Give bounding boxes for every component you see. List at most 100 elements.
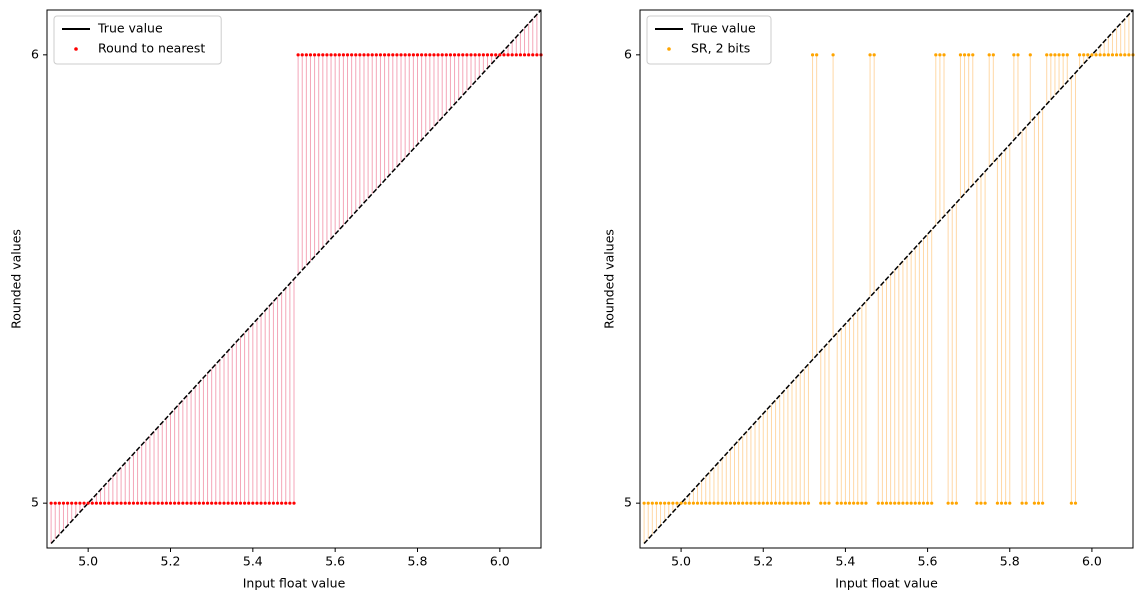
point bbox=[457, 53, 461, 57]
point bbox=[111, 501, 115, 505]
point bbox=[1032, 501, 1036, 505]
axes: 5.0 5.2 5.4 5.6 5.8 6.0 5 6 Input float value Rou… bbox=[602, 9, 1135, 591]
point bbox=[469, 53, 473, 57]
point bbox=[53, 501, 57, 505]
point bbox=[181, 501, 185, 505]
point bbox=[1020, 501, 1024, 505]
point bbox=[70, 501, 74, 505]
x-tick-label: 5.0 bbox=[78, 554, 98, 569]
point bbox=[852, 501, 856, 505]
point bbox=[98, 501, 103, 505]
point bbox=[1102, 53, 1106, 57]
point bbox=[765, 501, 769, 505]
point bbox=[502, 53, 506, 57]
point bbox=[531, 53, 535, 57]
point bbox=[337, 53, 341, 57]
point bbox=[321, 53, 325, 57]
point bbox=[1073, 501, 1078, 505]
axes-frame bbox=[46, 9, 542, 549]
point bbox=[94, 501, 98, 505]
point bbox=[1036, 501, 1041, 505]
point bbox=[49, 501, 53, 505]
point bbox=[168, 501, 173, 505]
legend-dot bbox=[667, 47, 671, 51]
point bbox=[210, 501, 214, 505]
point bbox=[782, 501, 786, 505]
point bbox=[461, 53, 465, 57]
legend-label: True value bbox=[690, 21, 756, 36]
point bbox=[946, 501, 950, 505]
point bbox=[164, 501, 168, 505]
point bbox=[1045, 53, 1049, 57]
point bbox=[921, 501, 926, 505]
point bbox=[1028, 53, 1032, 57]
x-tick-label: 6.0 bbox=[490, 554, 510, 569]
point bbox=[494, 53, 498, 57]
point bbox=[1098, 53, 1102, 57]
point bbox=[1094, 53, 1098, 57]
point bbox=[732, 501, 737, 505]
point bbox=[193, 501, 197, 505]
point bbox=[675, 501, 679, 505]
point bbox=[234, 501, 238, 505]
point bbox=[835, 501, 839, 505]
point bbox=[205, 501, 210, 505]
point bbox=[737, 501, 741, 505]
point bbox=[197, 501, 201, 505]
point bbox=[954, 501, 958, 505]
x-tick-label: 5.2 bbox=[161, 554, 181, 569]
point bbox=[485, 53, 490, 57]
point bbox=[905, 501, 909, 505]
point bbox=[687, 501, 691, 505]
legend-dot bbox=[74, 47, 78, 51]
point bbox=[753, 501, 757, 505]
point bbox=[663, 501, 667, 505]
point bbox=[934, 53, 938, 57]
point bbox=[893, 501, 897, 505]
point bbox=[1004, 501, 1008, 505]
point bbox=[778, 501, 782, 505]
legend-frame bbox=[53, 15, 222, 65]
point bbox=[860, 501, 864, 505]
point bbox=[148, 501, 152, 505]
point bbox=[897, 501, 901, 505]
point bbox=[679, 501, 683, 505]
point bbox=[65, 501, 70, 505]
point bbox=[251, 501, 255, 505]
point bbox=[387, 53, 391, 57]
point bbox=[144, 501, 148, 505]
point bbox=[300, 53, 304, 57]
x-tick-label: 5.2 bbox=[753, 554, 773, 569]
point bbox=[1024, 501, 1028, 505]
point bbox=[535, 53, 539, 57]
point bbox=[695, 501, 700, 505]
point bbox=[942, 53, 946, 57]
point bbox=[333, 53, 337, 57]
point bbox=[1082, 53, 1086, 57]
point bbox=[366, 53, 370, 57]
x-axis-label: Input float value bbox=[243, 576, 346, 591]
point bbox=[827, 501, 831, 505]
point bbox=[177, 501, 181, 505]
point bbox=[1008, 501, 1012, 505]
point bbox=[995, 501, 1000, 505]
true-value-line bbox=[643, 9, 1134, 545]
point bbox=[745, 501, 749, 505]
point bbox=[716, 501, 720, 505]
point bbox=[374, 53, 378, 57]
point bbox=[399, 53, 403, 57]
point bbox=[889, 501, 893, 505]
y-axis-label: Rounded values bbox=[602, 229, 617, 329]
point bbox=[271, 501, 276, 505]
point bbox=[967, 53, 971, 57]
point bbox=[1069, 501, 1073, 505]
point bbox=[991, 53, 995, 57]
point bbox=[243, 501, 247, 505]
point bbox=[448, 53, 453, 57]
point bbox=[720, 501, 724, 505]
y-tick-label: 6 bbox=[31, 46, 39, 61]
point bbox=[962, 53, 967, 57]
point bbox=[925, 501, 930, 505]
point bbox=[440, 53, 444, 57]
